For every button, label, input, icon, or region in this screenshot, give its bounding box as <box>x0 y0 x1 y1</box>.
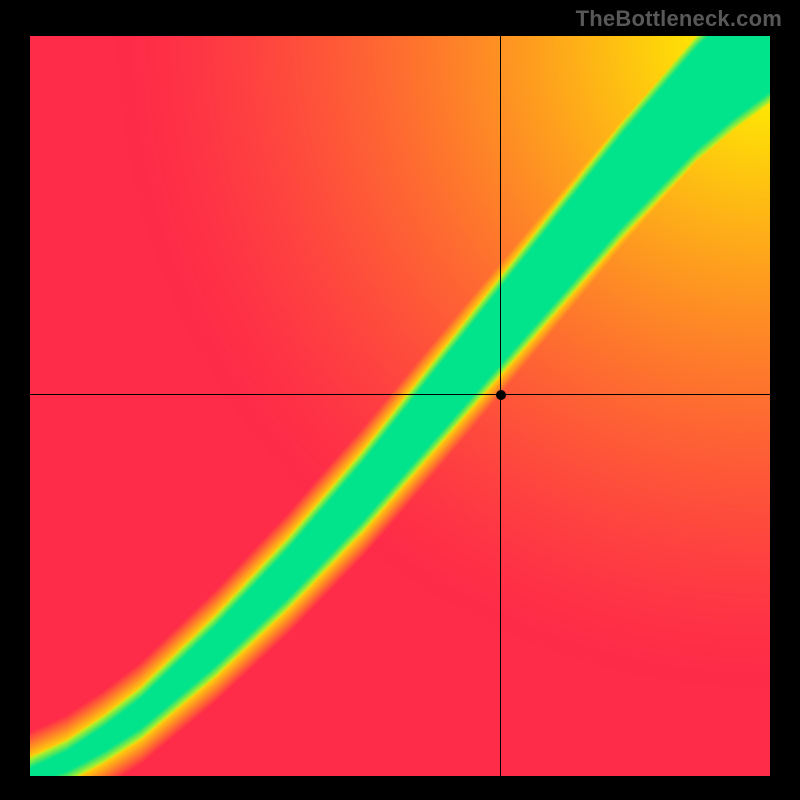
crosshair-vertical <box>500 36 501 776</box>
heatmap-plot <box>30 36 770 776</box>
marker-dot <box>496 390 506 400</box>
heatmap-canvas <box>30 36 770 776</box>
crosshair-horizontal <box>30 394 770 395</box>
chart-container: { "watermark": "TheBottleneck.com", "can… <box>0 0 800 800</box>
watermark-text: TheBottleneck.com <box>576 6 782 32</box>
